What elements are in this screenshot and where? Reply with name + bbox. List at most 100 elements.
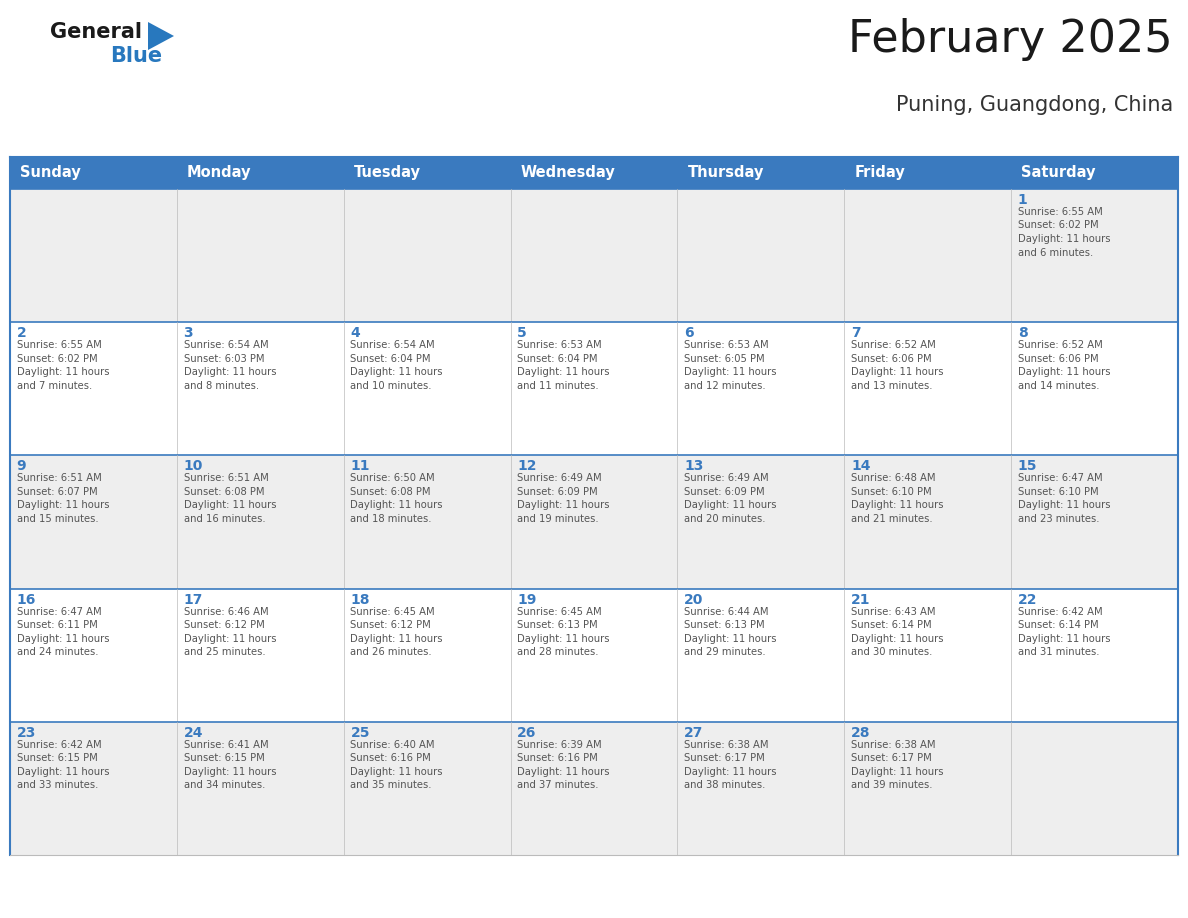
Text: 28: 28: [851, 726, 871, 740]
Text: Tuesday: Tuesday: [354, 165, 421, 181]
Text: Sunset: 6:09 PM: Sunset: 6:09 PM: [517, 487, 598, 497]
Bar: [677, 189, 845, 322]
Bar: [177, 157, 343, 189]
Text: 18: 18: [350, 593, 369, 607]
Text: Sunrise: 6:48 AM: Sunrise: 6:48 AM: [851, 474, 935, 484]
Text: 2: 2: [17, 326, 26, 341]
Text: Daylight: 11 hours: Daylight: 11 hours: [183, 500, 276, 510]
Bar: [1011, 322, 1178, 455]
Text: 9: 9: [17, 459, 26, 474]
Text: 26: 26: [517, 726, 537, 740]
Bar: [1011, 455, 1178, 588]
Bar: [343, 588, 511, 722]
Bar: [511, 588, 677, 722]
Text: 7: 7: [851, 326, 860, 341]
Text: 13: 13: [684, 459, 703, 474]
Text: 16: 16: [17, 593, 36, 607]
Text: and 37 minutes.: and 37 minutes.: [517, 780, 599, 790]
Text: Sunrise: 6:42 AM: Sunrise: 6:42 AM: [1018, 607, 1102, 617]
Bar: [511, 157, 677, 189]
Text: Saturday: Saturday: [1022, 165, 1095, 181]
Text: Daylight: 11 hours: Daylight: 11 hours: [1018, 500, 1111, 510]
Bar: [845, 455, 1011, 588]
Text: Wednesday: Wednesday: [520, 165, 615, 181]
Bar: [1011, 189, 1178, 322]
Text: Daylight: 11 hours: Daylight: 11 hours: [851, 633, 943, 644]
Text: Sunrise: 6:41 AM: Sunrise: 6:41 AM: [183, 740, 268, 750]
Text: Sunset: 6:03 PM: Sunset: 6:03 PM: [183, 353, 264, 364]
Text: Sunset: 6:13 PM: Sunset: 6:13 PM: [684, 620, 765, 630]
Text: Sunrise: 6:51 AM: Sunrise: 6:51 AM: [183, 474, 268, 484]
Text: and 30 minutes.: and 30 minutes.: [851, 647, 933, 657]
Text: and 14 minutes.: and 14 minutes.: [1018, 381, 1099, 391]
Bar: [177, 322, 343, 455]
Text: Sunset: 6:15 PM: Sunset: 6:15 PM: [183, 754, 264, 763]
Text: Sunrise: 6:49 AM: Sunrise: 6:49 AM: [684, 474, 769, 484]
Text: Sunset: 6:14 PM: Sunset: 6:14 PM: [1018, 620, 1099, 630]
Text: Sunrise: 6:54 AM: Sunrise: 6:54 AM: [350, 341, 435, 350]
Text: and 28 minutes.: and 28 minutes.: [517, 647, 599, 657]
Text: Monday: Monday: [187, 165, 252, 181]
Bar: [511, 455, 677, 588]
Text: Sunrise: 6:49 AM: Sunrise: 6:49 AM: [517, 474, 602, 484]
Text: Sunset: 6:05 PM: Sunset: 6:05 PM: [684, 353, 765, 364]
Text: and 23 minutes.: and 23 minutes.: [1018, 514, 1099, 524]
Text: Sunrise: 6:42 AM: Sunrise: 6:42 AM: [17, 740, 101, 750]
Bar: [845, 189, 1011, 322]
Text: 15: 15: [1018, 459, 1037, 474]
Text: Sunrise: 6:38 AM: Sunrise: 6:38 AM: [684, 740, 769, 750]
Text: Daylight: 11 hours: Daylight: 11 hours: [350, 633, 443, 644]
Text: Sunrise: 6:38 AM: Sunrise: 6:38 AM: [851, 740, 935, 750]
Bar: [1011, 157, 1178, 189]
Text: and 34 minutes.: and 34 minutes.: [183, 780, 265, 790]
Text: 10: 10: [183, 459, 203, 474]
Text: Sunset: 6:04 PM: Sunset: 6:04 PM: [517, 353, 598, 364]
Text: and 25 minutes.: and 25 minutes.: [183, 647, 265, 657]
Text: and 35 minutes.: and 35 minutes.: [350, 780, 432, 790]
Bar: [845, 588, 1011, 722]
Bar: [177, 455, 343, 588]
Text: and 29 minutes.: and 29 minutes.: [684, 647, 766, 657]
Text: and 38 minutes.: and 38 minutes.: [684, 780, 765, 790]
Text: and 8 minutes.: and 8 minutes.: [183, 381, 259, 391]
Text: 11: 11: [350, 459, 369, 474]
Text: and 21 minutes.: and 21 minutes.: [851, 514, 933, 524]
Text: and 26 minutes.: and 26 minutes.: [350, 647, 432, 657]
Text: 14: 14: [851, 459, 871, 474]
Text: 23: 23: [17, 726, 36, 740]
Text: and 19 minutes.: and 19 minutes.: [517, 514, 599, 524]
Bar: [343, 455, 511, 588]
Bar: [177, 189, 343, 322]
Text: Sunrise: 6:50 AM: Sunrise: 6:50 AM: [350, 474, 435, 484]
Bar: [677, 157, 845, 189]
Text: Daylight: 11 hours: Daylight: 11 hours: [183, 767, 276, 777]
Text: Daylight: 11 hours: Daylight: 11 hours: [1018, 234, 1111, 244]
Text: Sunrise: 6:39 AM: Sunrise: 6:39 AM: [517, 740, 602, 750]
Text: Sunrise: 6:47 AM: Sunrise: 6:47 AM: [17, 607, 101, 617]
Text: Daylight: 11 hours: Daylight: 11 hours: [17, 633, 109, 644]
Text: Sunset: 6:10 PM: Sunset: 6:10 PM: [851, 487, 931, 497]
Text: Daylight: 11 hours: Daylight: 11 hours: [684, 767, 777, 777]
Bar: [1011, 588, 1178, 722]
Text: Sunrise: 6:54 AM: Sunrise: 6:54 AM: [183, 341, 268, 350]
Text: Sunrise: 6:44 AM: Sunrise: 6:44 AM: [684, 607, 769, 617]
Text: Sunrise: 6:46 AM: Sunrise: 6:46 AM: [183, 607, 268, 617]
Text: and 16 minutes.: and 16 minutes.: [183, 514, 265, 524]
Text: and 7 minutes.: and 7 minutes.: [17, 381, 91, 391]
Bar: [677, 722, 845, 855]
Text: Sunrise: 6:43 AM: Sunrise: 6:43 AM: [851, 607, 935, 617]
Text: and 20 minutes.: and 20 minutes.: [684, 514, 765, 524]
Text: Daylight: 11 hours: Daylight: 11 hours: [517, 633, 609, 644]
Text: Sunrise: 6:53 AM: Sunrise: 6:53 AM: [684, 341, 769, 350]
Text: and 18 minutes.: and 18 minutes.: [350, 514, 432, 524]
Bar: [10, 455, 177, 588]
Text: 24: 24: [183, 726, 203, 740]
Bar: [845, 157, 1011, 189]
Bar: [343, 722, 511, 855]
Text: Puning, Guangdong, China: Puning, Guangdong, China: [896, 95, 1173, 115]
Text: and 15 minutes.: and 15 minutes.: [17, 514, 99, 524]
Text: 17: 17: [183, 593, 203, 607]
Text: Sunset: 6:16 PM: Sunset: 6:16 PM: [350, 754, 431, 763]
Text: Sunset: 6:17 PM: Sunset: 6:17 PM: [684, 754, 765, 763]
Bar: [343, 157, 511, 189]
